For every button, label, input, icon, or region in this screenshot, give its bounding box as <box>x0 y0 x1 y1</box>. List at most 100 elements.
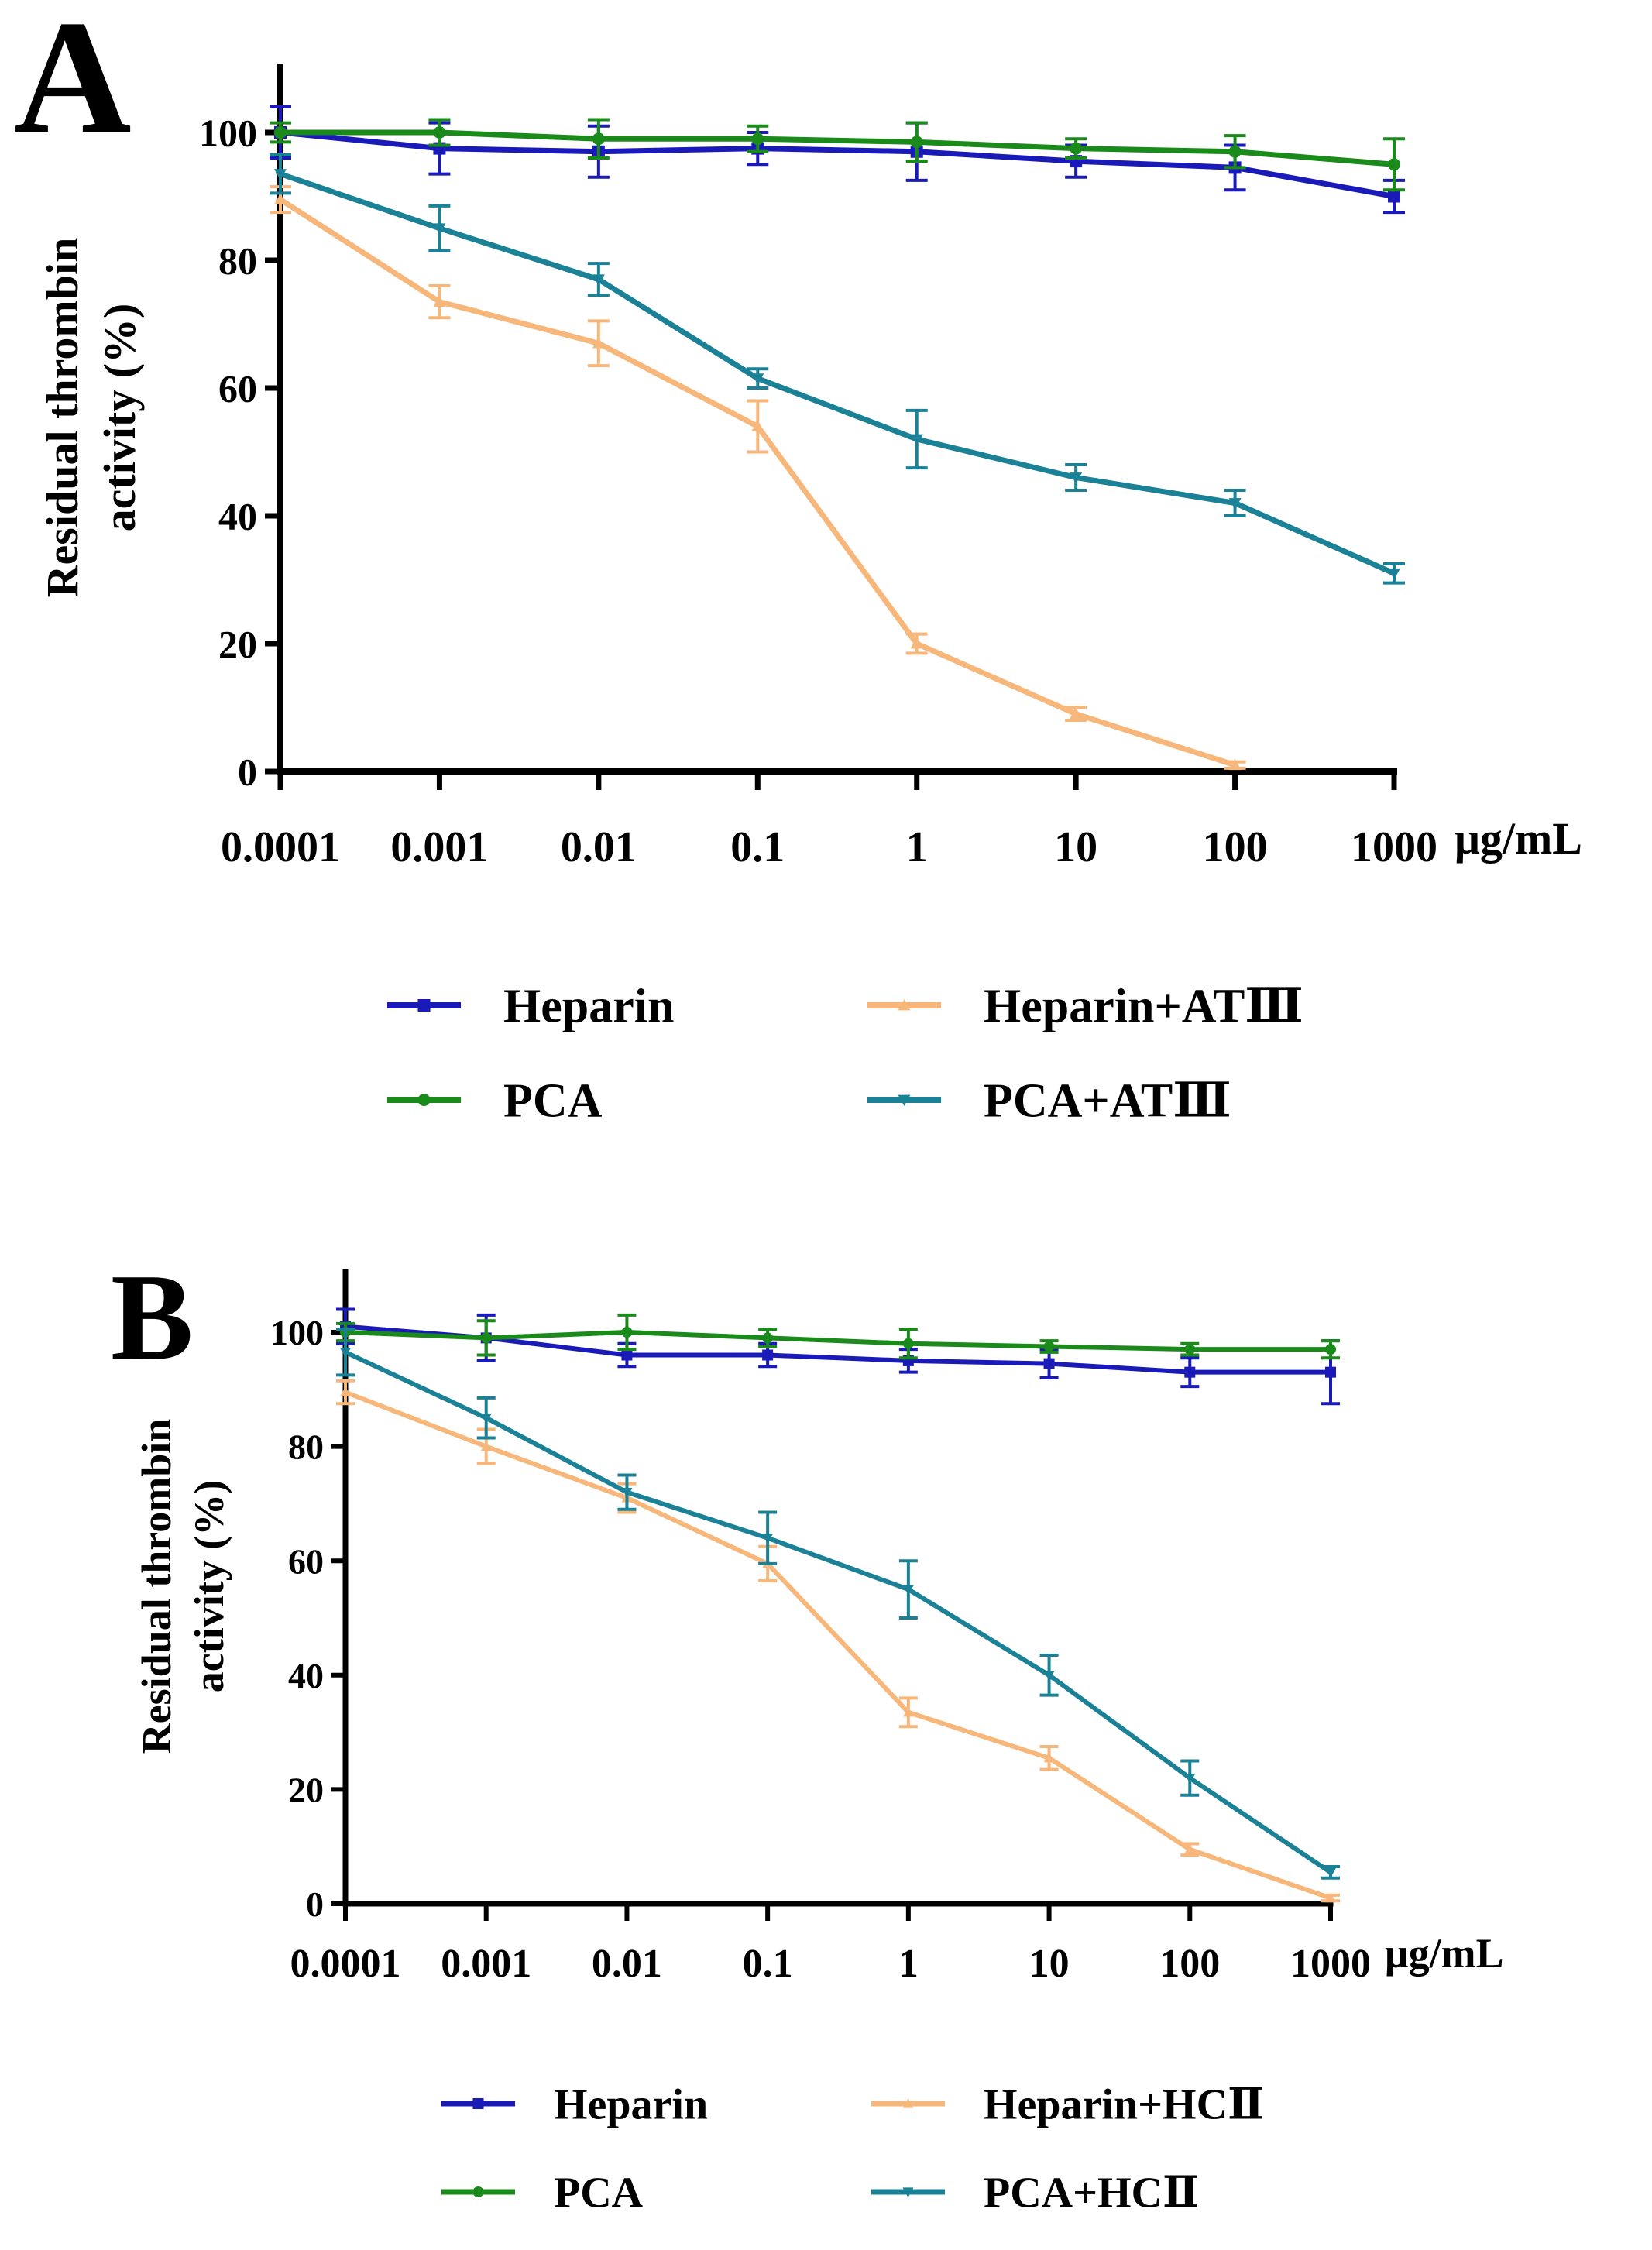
legend-label: PCA+HCⅡ <box>984 2169 1199 2217</box>
data-point <box>762 1534 774 1544</box>
data-point <box>1388 568 1400 580</box>
data-point <box>1325 1344 1336 1355</box>
data-point <box>1325 1867 1336 1878</box>
legend-item-pca: PCA <box>387 1075 603 1128</box>
chart-panel-a: A 0 20 40 60 80 100 0.0001 0.001 0.01 0.1 1 10 100 100… <box>14 0 1582 871</box>
chart-panel-b: B 0 20 40 60 80 100 0.0001 0.001 0.01 0.1 1 10 100 100… <box>111 1248 1504 1986</box>
legend-swatch-marker <box>898 1094 911 1106</box>
x-tick-label: 0.0001 <box>221 823 340 871</box>
x-tick-label: 0.01 <box>592 1942 662 1986</box>
data-point <box>910 637 923 649</box>
x-axis-unit: μg/mL <box>1385 1930 1504 1977</box>
data-point <box>480 1414 492 1424</box>
y-tick-label: 100 <box>270 1313 324 1352</box>
series-line <box>345 1324 1331 1375</box>
data-point <box>1043 1358 1055 1369</box>
y-axis-title: activity (%) <box>94 304 145 532</box>
legend-label: Heparin <box>503 981 674 1033</box>
data-point <box>340 1386 351 1397</box>
y-tick-label: 20 <box>218 623 257 666</box>
data-point <box>592 132 605 146</box>
series-pca <box>336 1313 1340 1360</box>
y-axis-title: activity (%) <box>186 1480 232 1692</box>
data-point <box>1388 190 1400 203</box>
legend-label: PCA <box>554 2169 644 2217</box>
data-point <box>902 1585 914 1596</box>
data-point <box>433 126 446 139</box>
series-line <box>344 1390 1331 1901</box>
legend-swatch-marker <box>902 2098 914 2108</box>
legend-item-heparin-at: Heparin+ATⅢ <box>867 981 1303 1033</box>
legend-label: Heparin+ATⅢ <box>984 981 1303 1033</box>
y-tick-label: 100 <box>199 112 257 155</box>
data-point <box>1325 1366 1336 1378</box>
series-heparin-hc <box>336 1379 1340 1903</box>
series-pca-at <box>270 153 1405 585</box>
panel-label: B <box>111 1248 194 1386</box>
data-point <box>592 274 605 286</box>
legend-item-heparin-hc: Heparin+HCⅡ <box>871 2081 1264 2129</box>
series-line <box>280 129 1395 167</box>
legend-item-heparin: Heparin <box>387 981 674 1033</box>
series-heparin-at <box>270 185 1246 771</box>
x-tick-label: 1 <box>906 823 928 871</box>
data-point <box>1184 1843 1196 1854</box>
legend-panel-a: Heparin Heparin+ATⅢ PCA PCA+ATⅢ <box>387 981 1303 1128</box>
legend-item-pca: PCA <box>441 2169 644 2217</box>
data-point <box>1043 1341 1055 1352</box>
legend-item-pca-at: PCA+ATⅢ <box>867 1075 1231 1128</box>
data-point <box>1228 145 1242 158</box>
data-point <box>1070 707 1083 720</box>
legend-swatch-marker <box>417 999 431 1012</box>
series-line <box>280 129 1395 199</box>
y-tick-label: 80 <box>218 239 257 283</box>
series-pca <box>270 118 1405 192</box>
data-point <box>480 1332 492 1344</box>
data-point <box>902 1706 914 1717</box>
x-tick-label: 0.0001 <box>290 1942 401 1986</box>
x-axis-unit: μg/mL <box>1455 813 1582 864</box>
x-tick-label: 1000 <box>1290 1942 1371 1986</box>
x-tick-label: 100 <box>1203 823 1268 871</box>
legend-label: PCA <box>503 1075 603 1128</box>
x-tick-label: 0.001 <box>441 1942 531 1986</box>
legend-swatch-marker <box>472 2098 484 2109</box>
x-tick-label: 0.01 <box>561 823 637 871</box>
data-point <box>1228 758 1242 771</box>
legend-swatch-marker <box>472 2186 484 2197</box>
data-point <box>762 1349 774 1361</box>
y-tick-label: 80 <box>288 1427 324 1467</box>
data-point <box>480 1441 492 1451</box>
y-axis-title: Residual thrombin <box>37 238 88 598</box>
data-point <box>902 1338 914 1349</box>
y-tick-label: 40 <box>218 495 257 538</box>
data-point <box>274 169 287 180</box>
data-point <box>1184 1344 1196 1355</box>
data-point <box>621 1488 633 1498</box>
legend-swatch-marker <box>417 1094 431 1106</box>
data-point <box>274 126 287 139</box>
data-point <box>433 223 446 235</box>
series-pca-hc <box>336 1328 1340 1880</box>
data-point <box>910 434 923 445</box>
data-point <box>1070 472 1083 484</box>
x-tick-label: 1 <box>898 1942 919 1986</box>
legend-label: Heparin+HCⅡ <box>984 2081 1264 2129</box>
legend-item-pca-hc: PCA+HCⅡ <box>871 2169 1199 2217</box>
x-tick-label: 0.1 <box>743 1942 793 1986</box>
y-tick-label: 60 <box>288 1541 324 1581</box>
data-point <box>340 1348 351 1358</box>
data-point <box>1070 142 1083 155</box>
data-point <box>621 1349 633 1361</box>
y-tick-label: 40 <box>288 1656 324 1695</box>
series-line <box>344 1350 1332 1874</box>
data-point <box>1388 158 1400 171</box>
y-axis-title: Residual thrombin <box>133 1419 180 1754</box>
data-point <box>1325 1892 1336 1903</box>
x-tick-label: 0.001 <box>390 823 488 871</box>
series-line <box>345 1330 1331 1352</box>
data-point <box>910 136 923 149</box>
x-tick-label: 100 <box>1159 1942 1220 1986</box>
data-point <box>274 193 287 205</box>
